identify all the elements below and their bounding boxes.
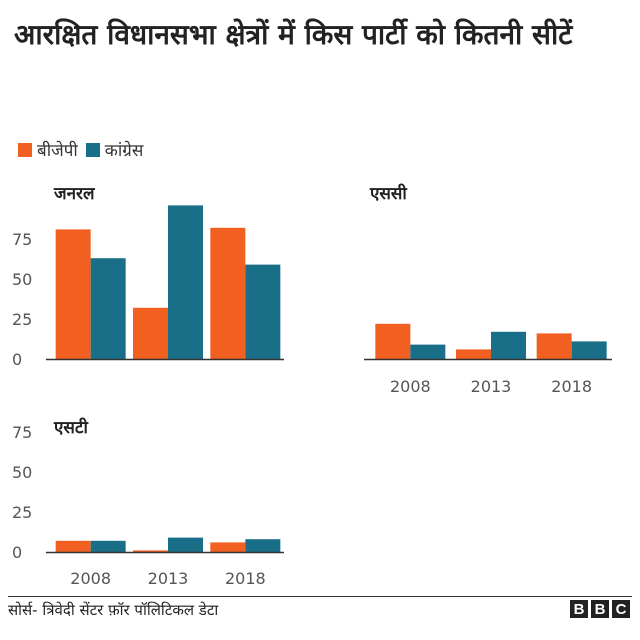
panel-title: एसटी (53, 417, 88, 438)
panel-title: जनरल (53, 184, 96, 204)
panel-title: एससी (369, 183, 407, 204)
y-tick-label: 75 (12, 423, 32, 442)
legend-swatch-congress (85, 142, 100, 157)
bar-congress (168, 205, 203, 359)
footer-divider (8, 596, 632, 597)
bbc-logo-letter: C (612, 600, 630, 618)
y-tick-label: 0 (12, 543, 22, 562)
bar-congress (410, 344, 446, 359)
bar-congress (245, 539, 281, 552)
bar-bjp (210, 542, 246, 552)
bar-congress (90, 540, 126, 552)
bar-bjp (456, 349, 491, 359)
bar-congress (571, 341, 607, 359)
panel-st: एसटी 0 25 50 75 2008 2013 2018 (12, 417, 284, 588)
bar-congress (491, 331, 526, 359)
y-tick-label: 50 (12, 463, 32, 482)
bar-bjp (55, 229, 91, 359)
y-tick-label: 50 (12, 270, 32, 289)
panel-general: जनरल 0 25 50 75 (12, 184, 284, 369)
bbc-logo-letter: B (570, 600, 588, 618)
legend-swatch-bjp (18, 142, 32, 157)
legend-item-congress: कांग्रेस (85, 138, 144, 161)
source-note: सोर्स- त्रिवेदी सेंटर फ़ॉर पॉलिटिकल डेटा (8, 601, 219, 619)
x-tick-label: 2008 (70, 569, 111, 588)
x-tick-label: 2008 (390, 377, 431, 396)
bar-congress (168, 537, 203, 552)
legend-label-bjp: बीजेपी (37, 141, 78, 161)
x-tick-label: 2013 (471, 377, 512, 396)
x-tick-label: 2013 (148, 569, 189, 588)
x-tick-label: 2018 (551, 377, 592, 396)
bbc-logo-letter: B (591, 600, 609, 618)
legend-item-bjp: बीजेपी (18, 138, 78, 161)
legend: बीजेपी कांग्रेस (18, 138, 151, 161)
panel-sc: एससी 2008 2013 2018 (364, 183, 612, 396)
chart-title: आरक्षित विधानसभा क्षेत्रों में किस पार्ट… (14, 18, 573, 51)
bar-congress (245, 264, 281, 359)
y-tick-label: 25 (12, 310, 32, 329)
bar-bjp (133, 550, 168, 552)
bar-congress (90, 258, 126, 359)
bar-bjp (210, 227, 246, 359)
bar-bjp (375, 323, 411, 359)
y-tick-label: 75 (12, 230, 32, 249)
bar-bjp (55, 540, 91, 552)
y-tick-label: 25 (12, 503, 32, 522)
legend-label-congress: कांग्रेस (104, 141, 144, 161)
x-tick-label: 2018 (225, 569, 266, 588)
y-tick-label: 0 (12, 350, 22, 369)
bbc-logo: B B C (567, 600, 630, 618)
bar-bjp (536, 333, 572, 359)
bar-bjp (133, 307, 168, 359)
